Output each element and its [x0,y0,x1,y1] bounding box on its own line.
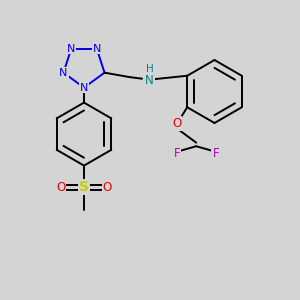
Text: O: O [56,181,65,194]
Text: N: N [92,44,101,53]
Text: N: N [145,74,154,87]
Text: N: N [59,68,68,78]
Text: N: N [67,44,76,53]
Text: N: N [80,82,88,93]
Text: H: H [146,64,153,74]
Text: O: O [172,117,181,130]
Text: O: O [103,181,112,194]
Text: F: F [173,147,180,160]
Text: F: F [212,147,219,160]
Text: S: S [79,180,89,194]
